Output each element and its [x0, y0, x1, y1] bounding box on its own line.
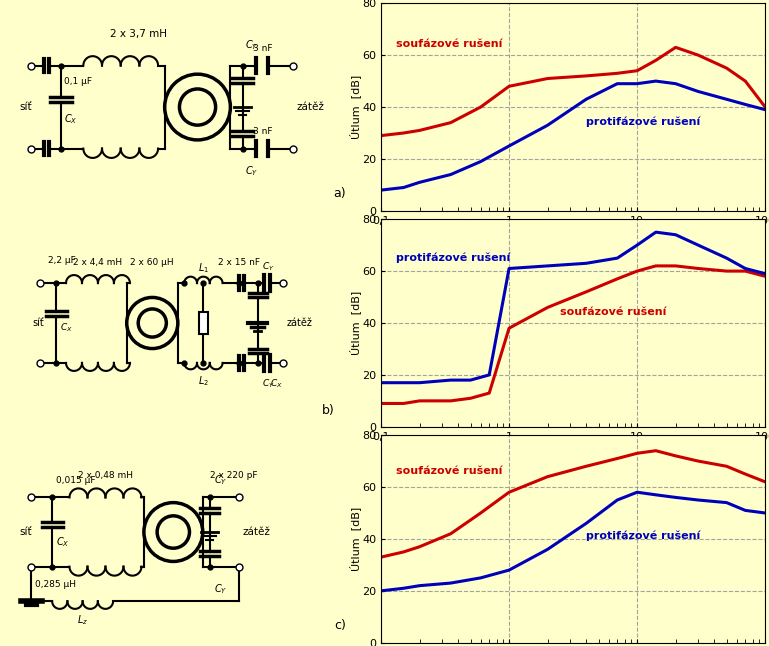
Text: $C_Y$: $C_Y$ — [261, 377, 274, 390]
Text: $C_X$: $C_X$ — [60, 322, 72, 334]
Text: soufázové rušení: soufázové rušení — [560, 307, 667, 317]
Text: soufázové rušení: soufázové rušení — [395, 466, 502, 476]
Text: a): a) — [334, 187, 346, 200]
Text: 3 nF: 3 nF — [253, 127, 272, 136]
Text: R: R — [200, 318, 207, 328]
X-axis label: Kmitočet  [MHz]: Kmitočet [MHz] — [528, 227, 618, 238]
Text: $L_z$: $L_z$ — [77, 613, 88, 627]
Text: $C_Y$: $C_Y$ — [214, 582, 227, 596]
Text: 2 x 3,7 mH: 2 x 3,7 mH — [110, 29, 167, 39]
Text: 0,1 μF: 0,1 μF — [64, 78, 92, 87]
Text: $L_1$: $L_1$ — [198, 261, 209, 275]
Text: protifázové rušení: protifázové rušení — [586, 117, 701, 127]
Text: 2 x 220 pF: 2 x 220 pF — [210, 471, 258, 480]
Text: síť: síť — [19, 102, 32, 112]
Text: $C_Y$: $C_Y$ — [261, 261, 274, 273]
Text: 0,015 μF: 0,015 μF — [55, 476, 95, 485]
Text: 2,2 μF: 2,2 μF — [48, 256, 76, 266]
Text: zátěž: zátěž — [296, 102, 324, 112]
Y-axis label: Útlum  [dB]: Útlum [dB] — [349, 75, 361, 139]
Text: 0,285 μH: 0,285 μH — [35, 580, 76, 589]
Text: 2 x 0,48 mH: 2 x 0,48 mH — [78, 471, 133, 480]
Text: protifázové rušení: protifázové rušení — [586, 530, 701, 541]
X-axis label: Kmitočet  [MHz]: Kmitočet [MHz] — [528, 443, 618, 453]
Text: síť: síť — [19, 527, 32, 537]
Circle shape — [138, 309, 166, 337]
Text: 2 x 15 nF: 2 x 15 nF — [218, 258, 259, 267]
Text: soufázové rušení: soufázové rušení — [395, 39, 502, 49]
Y-axis label: Útlum  [dB]: Útlum [dB] — [349, 507, 361, 571]
Text: $C_X$: $C_X$ — [55, 536, 69, 549]
Text: c): c) — [335, 620, 346, 632]
Text: $C_X$: $C_X$ — [64, 112, 77, 126]
Text: $C_Y$: $C_Y$ — [245, 164, 258, 178]
Y-axis label: Útlum  [dB]: Útlum [dB] — [349, 291, 361, 355]
Text: $L_2$: $L_2$ — [198, 374, 209, 388]
Circle shape — [179, 89, 215, 125]
Text: 2 x 60 μH: 2 x 60 μH — [131, 258, 174, 267]
Text: $C_Y$: $C_Y$ — [245, 38, 258, 52]
Text: $C_Y$: $C_Y$ — [214, 474, 227, 487]
Text: zátěž: zátěž — [286, 318, 312, 328]
Text: b): b) — [321, 404, 335, 417]
Text: zátěž: zátěž — [242, 527, 271, 537]
Circle shape — [157, 516, 189, 548]
Text: $C_X$: $C_X$ — [270, 377, 282, 390]
Text: 2 x 4,4 mH: 2 x 4,4 mH — [73, 258, 122, 267]
FancyBboxPatch shape — [198, 312, 208, 334]
Text: 3 nF: 3 nF — [253, 45, 272, 54]
Text: síť: síť — [32, 318, 45, 328]
Text: protifázové rušení: protifázové rušení — [395, 252, 510, 263]
